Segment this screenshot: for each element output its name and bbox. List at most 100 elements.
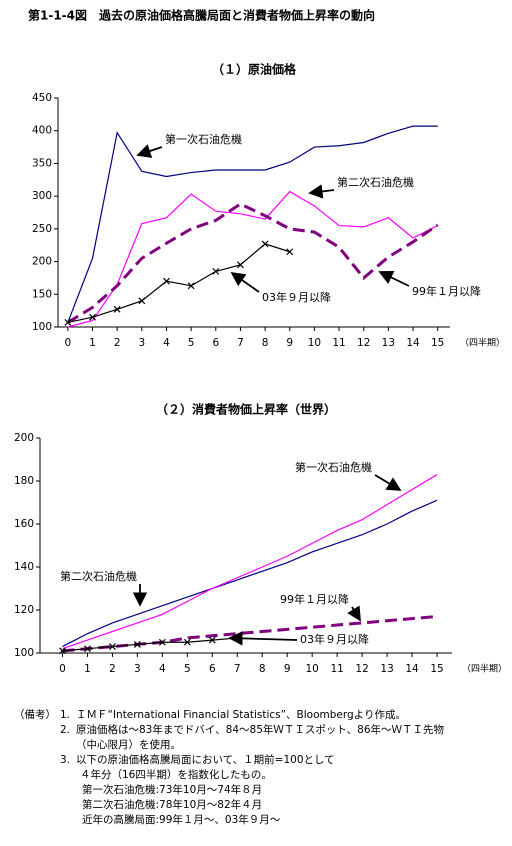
y-tick-label: 150 xyxy=(32,288,52,300)
x-tick-label: 4 xyxy=(163,337,170,349)
annotation-arrow xyxy=(136,144,163,158)
x-tick-label: 9 xyxy=(286,337,293,349)
point-marker xyxy=(113,305,121,313)
series-label: 03年９月以降 xyxy=(300,632,369,646)
point-marker xyxy=(64,318,72,326)
point-marker xyxy=(261,240,269,248)
point-marker xyxy=(133,640,141,648)
point-marker xyxy=(183,638,191,646)
series-label: 第一次石油危機 xyxy=(165,132,242,146)
notes-label: （備考） xyxy=(14,708,56,721)
point-marker xyxy=(138,297,146,305)
x-tick-label: 10 xyxy=(308,337,321,349)
note-line: 原油価格は～83年までドバイ、84～85年ＷＴＩスポット、86年～ＷＴＩ先物 xyxy=(76,723,444,736)
y-tick-label: 200 xyxy=(32,256,52,268)
x-tick-label: 3 xyxy=(134,663,141,675)
x-tick-label: 12 xyxy=(355,663,368,675)
series-line xyxy=(67,125,438,323)
note-number: 2. xyxy=(60,724,70,736)
y-tick-label: 180 xyxy=(14,475,34,487)
x-tick-label: 5 xyxy=(184,663,191,675)
series-line xyxy=(62,637,238,652)
y-tick-label: 200 xyxy=(14,432,34,444)
series-label: 第一次石油危機 xyxy=(295,460,372,474)
x-tick-label: 9 xyxy=(284,663,291,675)
annotation-arrow xyxy=(230,271,260,293)
note-line: 第二次石油危機:78年10月～82年４月 xyxy=(82,798,262,811)
point-marker xyxy=(212,267,220,275)
note-line: （中心限月）を使用。 xyxy=(76,738,181,751)
x-tick-label: 2 xyxy=(114,337,121,349)
x-tick-label: 13 xyxy=(382,337,395,349)
x-tick-label: 2 xyxy=(109,663,116,675)
x-tick-label: 10 xyxy=(305,663,318,675)
series-label: 03年９月以降 xyxy=(262,290,331,304)
note-number: 3. xyxy=(60,754,70,766)
note-line: 近年の高騰局面:99年１月～、03年９月～ xyxy=(82,813,281,826)
series-line xyxy=(62,499,438,648)
x-tick-label: 11 xyxy=(330,663,343,675)
y-tick-label: 100 xyxy=(14,647,34,659)
point-marker xyxy=(59,647,66,655)
point-marker xyxy=(89,313,96,321)
series-label: 99年１月以降 xyxy=(412,284,481,298)
y-tick-label: 160 xyxy=(14,518,34,530)
x-tick-label: 12 xyxy=(357,337,370,349)
x-tick-label: 5 xyxy=(188,337,195,349)
point-marker xyxy=(208,636,216,644)
point-marker xyxy=(286,248,294,256)
y-tick-label: 120 xyxy=(14,604,34,616)
x-tick-label: 14 xyxy=(406,337,420,349)
y-tick-label: 250 xyxy=(32,223,52,235)
note-line: 第一次石油危機:73年10月～74年８月 xyxy=(82,783,262,796)
series-label: 第二次石油危機 xyxy=(337,175,414,189)
page-title: 第1-1-4図 過去の原油価格高騰局面と消費者物価上昇率の動向 xyxy=(28,8,375,23)
series-line xyxy=(67,202,439,324)
point-marker xyxy=(237,261,244,269)
x-tick-label: 4 xyxy=(159,663,166,675)
point-marker xyxy=(84,645,91,653)
x-tick-label: 7 xyxy=(237,337,244,349)
y-tick-label: 400 xyxy=(32,125,52,137)
x-tick-label: 1 xyxy=(84,663,91,675)
y-tick-label: 300 xyxy=(32,190,52,202)
note-line: ＩＭＦ“International Financial Statistics”、… xyxy=(76,709,406,721)
x-unit: （四半期） xyxy=(462,663,507,675)
annotation-arrow xyxy=(308,184,335,199)
series-line xyxy=(62,474,438,650)
y-tick-label: 350 xyxy=(32,157,52,169)
x-tick-label: 15 xyxy=(431,337,444,349)
point-marker xyxy=(158,638,166,646)
x-tick-label: 13 xyxy=(380,663,393,675)
x-unit: （四半期） xyxy=(460,337,505,349)
point-marker xyxy=(187,282,195,290)
y-tick-label: 450 xyxy=(32,92,52,104)
y-tick-label: 140 xyxy=(14,561,34,573)
x-tick-label: 7 xyxy=(234,663,241,675)
chart-title: （１）原油価格 xyxy=(212,62,297,77)
x-tick-label: 1 xyxy=(89,337,96,349)
annotation-arrow xyxy=(374,474,402,491)
x-tick-label: 14 xyxy=(405,663,419,675)
x-tick-label: 0 xyxy=(59,663,66,675)
y-tick-label: 100 xyxy=(32,321,52,333)
chart-title: （２）消費者物価上昇率（世界） xyxy=(156,402,336,417)
note-line: 以下の原油価格高騰局面において、１期前=100として xyxy=(76,753,335,766)
note-number: 1. xyxy=(60,709,70,721)
x-tick-label: 8 xyxy=(259,663,266,675)
x-tick-label: 0 xyxy=(65,337,72,349)
series-label: 99年１月以降 xyxy=(280,592,349,606)
series-line xyxy=(67,190,438,328)
x-tick-label: 8 xyxy=(262,337,269,349)
point-marker xyxy=(163,277,170,285)
x-tick-label: 6 xyxy=(212,337,219,349)
x-tick-label: 6 xyxy=(209,663,216,675)
annotation-arrow xyxy=(228,631,298,646)
series-label: 第二次石油危機 xyxy=(60,569,137,583)
x-tick-label: 11 xyxy=(332,337,345,349)
x-tick-label: 15 xyxy=(430,663,443,675)
annotation-arrow xyxy=(347,605,361,622)
point-marker xyxy=(108,643,116,650)
series-line xyxy=(67,243,290,324)
